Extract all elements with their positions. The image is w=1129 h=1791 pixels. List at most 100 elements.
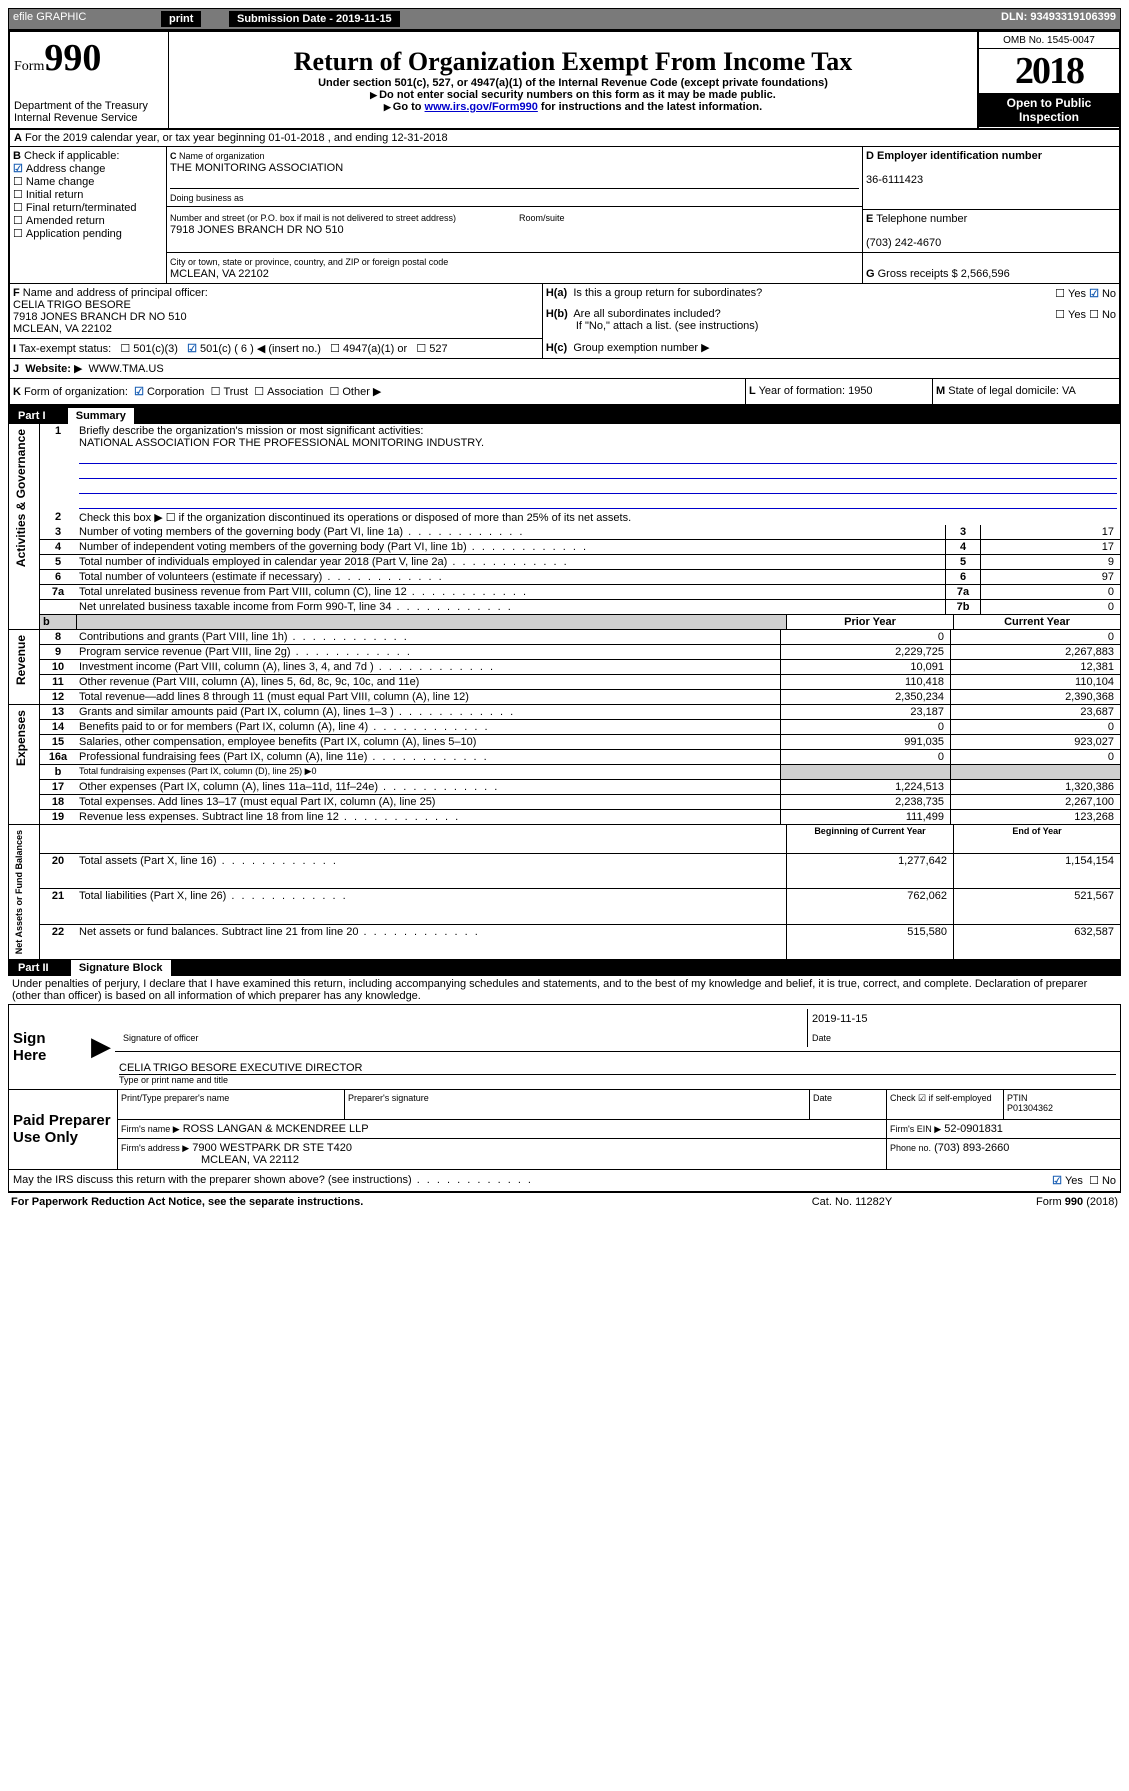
e18n: 18: [40, 794, 77, 809]
vlabel-revenue: Revenue: [12, 631, 30, 689]
check-name-change[interactable]: Name change: [13, 176, 94, 188]
r10p: 10,091: [781, 659, 951, 674]
page-title: Return of Organization Exempt From Incom…: [173, 47, 973, 77]
i-501c[interactable]: 501(c) ( 6 ): [187, 343, 254, 355]
ha-yes[interactable]: Yes: [1055, 288, 1086, 300]
check-initial-return[interactable]: Initial return: [13, 189, 83, 201]
hb-yes[interactable]: Yes: [1055, 309, 1086, 321]
discuss-row: May the IRS discuss this return with the…: [8, 1170, 1121, 1193]
form-id-box: Form990 Department of the Treasury Inter…: [9, 31, 169, 129]
r9c: 2,267,883: [951, 644, 1121, 659]
typed-name: CELIA TRIGO BESORE EXECUTIVE DIRECTOR: [119, 1062, 1116, 1075]
n22c: 632,587: [954, 924, 1121, 959]
telephone: (703) 242-4670: [866, 237, 941, 249]
e19c: 123,268: [951, 809, 1121, 824]
efile-label: efile GRAPHIC: [13, 11, 86, 23]
e14c: 0: [951, 719, 1121, 734]
ptin: P01304362: [1007, 1103, 1053, 1113]
sig-officer-label: Signature of officer: [119, 1029, 808, 1047]
n22t: Net assets or fund balances. Subtract li…: [76, 924, 787, 959]
l7an: 7a: [40, 584, 77, 599]
e19n: 19: [40, 809, 77, 824]
officer-name: CELIA TRIGO BESORE: [13, 299, 131, 311]
l6box: 6: [946, 569, 981, 584]
i-label: Tax-exempt status:: [19, 343, 111, 355]
pp-sig-lbl: Preparer's signature: [345, 1090, 810, 1120]
part2-title: Part II: [14, 960, 59, 976]
paid-preparer-label: Paid Preparer Use Only: [9, 1090, 118, 1170]
e16ap: 0: [781, 749, 951, 764]
k-other[interactable]: Other: [329, 386, 369, 398]
l5box: 5: [946, 554, 981, 569]
i-527[interactable]: 527: [416, 343, 447, 355]
r10c: 12,381: [951, 659, 1121, 674]
b-header: Check if applicable:: [24, 150, 119, 162]
website: WWW.TMA.US: [89, 363, 164, 375]
check-app-pending[interactable]: Application pending: [13, 228, 122, 240]
r9n: 9: [40, 644, 77, 659]
l7av: 0: [981, 584, 1121, 599]
e19p: 111,499: [781, 809, 951, 824]
form990-link[interactable]: www.irs.gov/Form990: [425, 101, 538, 113]
l5n: 5: [40, 554, 77, 569]
r8c: 0: [951, 630, 1121, 645]
n21n: 21: [40, 889, 77, 924]
org-name: THE MONITORING ASSOCIATION: [170, 162, 343, 174]
subtitle-2: Do not enter social security numbers on …: [173, 89, 973, 101]
ha-no[interactable]: No: [1089, 288, 1116, 300]
print-button[interactable]: print: [161, 11, 201, 27]
i-501c3[interactable]: 501(c)(3): [120, 343, 178, 355]
k-label: Form of organization:: [24, 386, 128, 398]
discuss-yes[interactable]: Yes: [1052, 1175, 1083, 1187]
pp-self-employed[interactable]: Check ☑ if self-employed: [887, 1090, 1004, 1120]
k-corp[interactable]: Corporation: [134, 386, 204, 398]
firm-name-lbl: Firm's name ▶: [121, 1124, 180, 1134]
check-amended[interactable]: Amended return: [13, 215, 105, 227]
k-assoc[interactable]: Association: [254, 386, 323, 398]
l7bv: 0: [981, 599, 1121, 614]
line-a: For the 2019 calendar year, or tax year …: [25, 132, 448, 144]
n22n: 22: [40, 924, 77, 959]
check-address-change[interactable]: Address change: [13, 163, 105, 175]
sig-date: 2019-11-15: [808, 1009, 1117, 1029]
e14t: Benefits paid to or for members (Part IX…: [76, 719, 781, 734]
hb-no[interactable]: No: [1089, 309, 1116, 321]
top-toolbar: efile GRAPHIC print Submission Date - 20…: [8, 8, 1121, 30]
e-label: Telephone number: [876, 213, 967, 225]
f-label: Name and address of principal officer:: [23, 287, 208, 299]
addr-label: Number and street (or P.O. box if mail i…: [170, 213, 456, 223]
goto-b: for instructions and the latest informat…: [538, 101, 762, 113]
e13c: 23,687: [951, 705, 1121, 720]
vlabel-governance: Activities & Governance: [12, 425, 30, 571]
dba-label: Doing business as: [170, 188, 859, 203]
sign-here-label: Sign Here: [9, 1004, 88, 1089]
omb-number: OMB No. 1545-0047: [979, 33, 1119, 49]
vlabel-net: Net Assets or Fund Balances: [12, 826, 26, 958]
city-state-zip: MCLEAN, VA 22102: [170, 268, 269, 280]
l7at: Total unrelated business revenue from Pa…: [76, 584, 946, 599]
r12c: 2,390,368: [951, 689, 1121, 704]
k-trust[interactable]: Trust: [211, 386, 249, 398]
l7abox: 7a: [946, 584, 981, 599]
hb-label: Are all subordinates included?: [573, 308, 720, 320]
insert-no: (insert no.): [268, 343, 321, 355]
state-domicile: VA: [1062, 385, 1076, 397]
street-address: 7918 JONES BRANCH DR NO 510: [170, 224, 344, 236]
check-final-return[interactable]: Final return/terminated: [13, 202, 137, 214]
form-label: Form: [14, 59, 44, 74]
room-label: Room/suite: [519, 213, 565, 223]
e18t: Total expenses. Add lines 13–17 (must eq…: [76, 794, 781, 809]
officer-city: MCLEAN, VA 22102: [13, 323, 112, 335]
i-4947[interactable]: 4947(a)(1) or: [330, 343, 407, 355]
n21p: 762,062: [787, 889, 954, 924]
e19t: Revenue less expenses. Subtract line 18 …: [76, 809, 781, 824]
g-label: Gross receipts $: [878, 268, 958, 280]
r12n: 12: [40, 689, 77, 704]
j-label: Website:: [25, 363, 71, 375]
d-label: Employer identification number: [877, 150, 1042, 162]
part1-title: Part I: [14, 408, 56, 424]
n20n: 20: [40, 854, 77, 889]
n22p: 515,580: [787, 924, 954, 959]
discuss-no[interactable]: No: [1089, 1175, 1116, 1187]
e16ac: 0: [951, 749, 1121, 764]
